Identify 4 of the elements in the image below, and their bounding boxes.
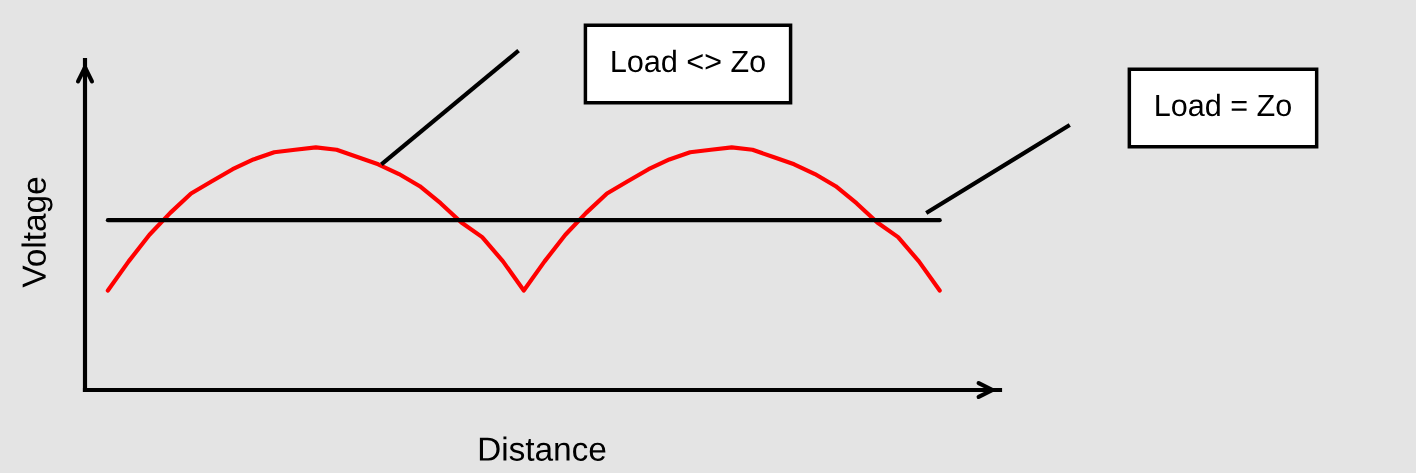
y-axis-title: Voltage bbox=[21, 177, 53, 288]
text: Load = Zo bbox=[1156, 93, 1291, 117]
text: Load <> Zo bbox=[612, 49, 765, 73]
x-axis-title: Distance bbox=[479, 436, 606, 461]
